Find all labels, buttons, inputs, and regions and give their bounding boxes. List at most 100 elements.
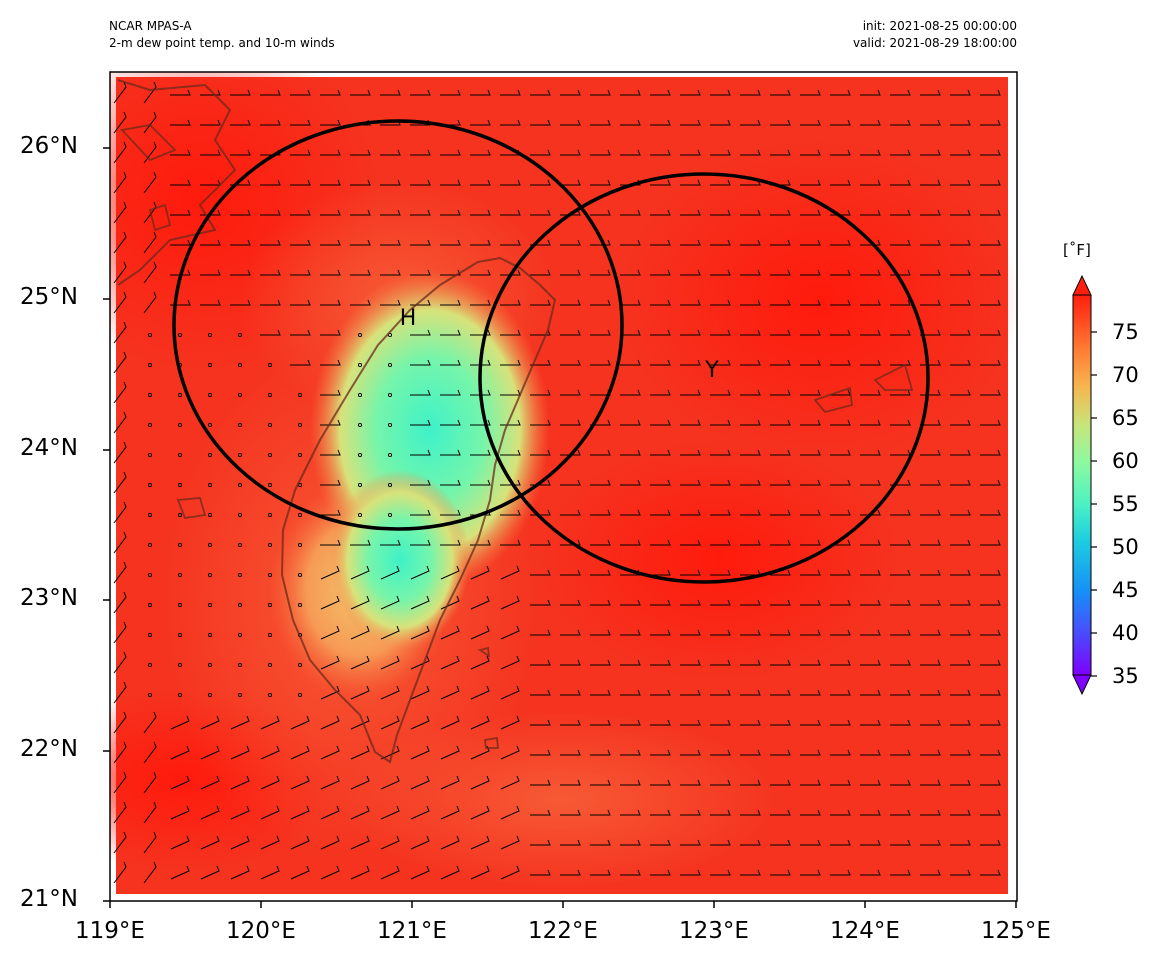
calm-wind-marker [177, 572, 183, 578]
wind-barb [380, 715, 400, 730]
wind-barb [320, 625, 340, 640]
x-tick-120e: 120°E [226, 918, 296, 944]
wind-barb [950, 659, 971, 666]
wind-barb [290, 269, 311, 276]
valid-time: valid: 2021-08-29 18:00:00 [852, 36, 1017, 50]
wind-barb [113, 351, 127, 374]
wind-barb [260, 745, 280, 760]
wind-barb [410, 539, 431, 546]
wind-barb [500, 179, 521, 186]
wind-barb [770, 599, 791, 606]
wind-barb [560, 389, 581, 396]
wind-barb [560, 779, 581, 786]
wind-barb [260, 269, 281, 276]
wind-barb [143, 111, 157, 134]
wind-barb [500, 299, 521, 306]
wind-barb [950, 779, 971, 786]
wind-barb [650, 329, 671, 336]
wind-barb [920, 299, 941, 306]
wind-barb [680, 269, 701, 276]
wind-barb [320, 149, 341, 156]
calm-wind-marker [267, 632, 273, 638]
wind-barb [440, 479, 461, 486]
wind-barb [830, 719, 851, 726]
wind-barb [560, 629, 581, 636]
wind-barb [320, 239, 341, 246]
wind-barb [710, 449, 731, 456]
wind-barb [740, 839, 761, 846]
wind-barb [380, 269, 401, 276]
calm-wind-marker [297, 422, 303, 428]
wind-barb [590, 809, 611, 816]
wind-barb [410, 239, 431, 246]
wind-barb [620, 389, 641, 396]
wind-barb [860, 779, 881, 786]
wind-barb [710, 689, 731, 696]
wind-barb [470, 805, 490, 820]
wind-barb [890, 749, 911, 756]
wind-barb [380, 775, 400, 790]
colorbar-label-65: 65 [1112, 406, 1139, 430]
wind-barb [860, 419, 881, 426]
wind-barb [740, 149, 761, 156]
wind-barb [860, 569, 881, 576]
wind-barb [950, 359, 971, 366]
wind-barb [440, 715, 460, 730]
wind-barb [890, 299, 911, 306]
wind-barb [470, 239, 491, 246]
wind-barb [170, 239, 191, 246]
wind-barb [950, 389, 971, 396]
wind-barb [620, 359, 641, 366]
wind-barb [830, 869, 851, 876]
wind-barb [710, 539, 731, 546]
calm-wind-marker [297, 452, 303, 458]
wind-barb [680, 809, 701, 816]
wind-barb [440, 209, 461, 216]
wind-barb [680, 179, 701, 186]
wind-barb [830, 659, 851, 666]
wind-barb [530, 569, 551, 576]
wind-barb [620, 629, 641, 636]
wind-barb [560, 839, 581, 846]
calm-wind-marker [147, 362, 153, 368]
wind-barb [890, 839, 911, 846]
calm-wind-marker [387, 512, 393, 518]
wind-barb [710, 299, 731, 306]
wind-barb [800, 89, 821, 96]
wind-barb [950, 509, 971, 516]
wind-barb [113, 111, 127, 134]
wind-barb [380, 539, 401, 546]
wind-barb [590, 749, 611, 756]
wind-barb [680, 329, 701, 336]
wind-barb [410, 775, 430, 790]
wind-barb [740, 479, 761, 486]
wind-barb [530, 779, 551, 786]
wind-barb [410, 805, 430, 820]
calm-wind-marker [267, 662, 273, 668]
calm-wind-marker [297, 572, 303, 578]
wind-barb [590, 599, 611, 606]
calm-wind-marker [267, 602, 273, 608]
wind-barb [500, 89, 521, 96]
wind-barb [680, 239, 701, 246]
wind-barb [500, 239, 521, 246]
wind-barb [200, 299, 221, 306]
wind-barb [410, 479, 431, 486]
wind-barb [890, 359, 911, 366]
wind-barb [170, 269, 191, 276]
calm-wind-marker [177, 512, 183, 518]
wind-barb [770, 569, 791, 576]
wind-barb [650, 539, 671, 546]
wind-barb [620, 659, 641, 666]
wind-barb [260, 89, 281, 96]
wind-barb [470, 419, 491, 426]
wind-barb [650, 419, 671, 426]
calm-wind-marker [267, 572, 273, 578]
wind-barb [500, 865, 520, 880]
wind-barb [410, 419, 431, 426]
wind-barb [320, 745, 340, 760]
wind-barb [710, 599, 731, 606]
wind-barb [980, 419, 1001, 426]
wind-barb [470, 865, 490, 880]
wind-barb [560, 119, 581, 126]
